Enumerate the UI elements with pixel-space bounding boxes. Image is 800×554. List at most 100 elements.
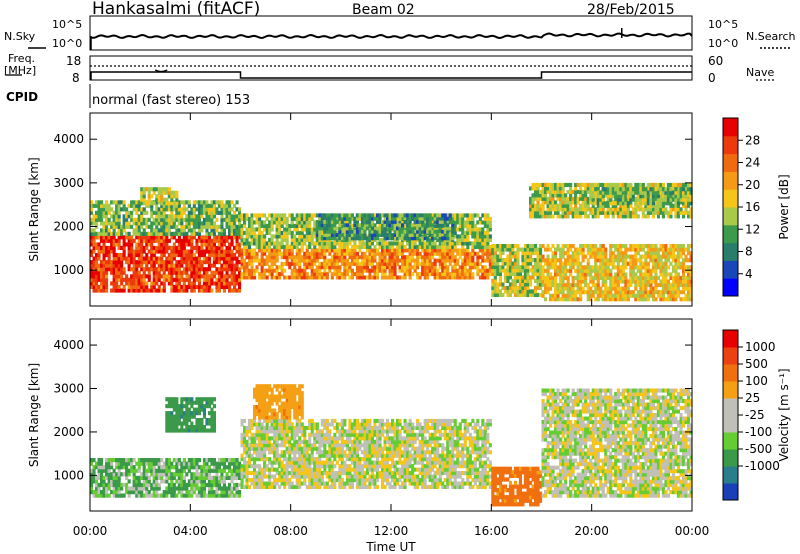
power-cell: [609, 258, 613, 263]
power-cell: [386, 227, 390, 232]
power-cell: [606, 268, 610, 273]
power-cell: [228, 200, 232, 205]
power-cell: [513, 292, 517, 297]
power-cell: [446, 233, 450, 237]
power-cell: [147, 201, 151, 206]
power-cell: [177, 281, 181, 286]
power-cell: [105, 214, 109, 219]
power-cell: [102, 288, 106, 293]
power-cell: [551, 251, 555, 256]
power-cell: [205, 210, 209, 215]
power-cell: [531, 207, 535, 212]
power-cell: [233, 231, 237, 236]
power-cell: [416, 223, 420, 228]
power-cell: [406, 241, 410, 246]
power-cell: [217, 245, 221, 250]
power-cell: [200, 238, 204, 243]
power-cell: [235, 277, 239, 282]
power-cell: [298, 265, 302, 270]
power-cell: [195, 277, 199, 282]
power-cell: [310, 227, 314, 232]
power-cell: [370, 220, 374, 224]
power-cell: [461, 268, 465, 273]
power-cell: [536, 278, 540, 283]
power-cell: [679, 297, 683, 302]
power-cell: [325, 229, 329, 234]
power-cell: [130, 224, 134, 229]
power-cell: [290, 251, 294, 256]
power-cell: [162, 284, 166, 289]
noise-panel-frame: [89, 15, 693, 51]
power-cell: [217, 288, 221, 293]
power-cell: [360, 236, 364, 241]
power-cell: [443, 223, 447, 228]
power-cell: [661, 182, 665, 187]
power-cell: [190, 214, 194, 219]
power-cell: [157, 200, 161, 205]
power-cell: [421, 241, 425, 246]
power-cell: [566, 251, 570, 256]
power-cell: [674, 197, 678, 202]
power-cell: [471, 255, 475, 260]
power-cell: [508, 265, 512, 270]
power-cell: [330, 233, 334, 237]
power-cell: [338, 251, 342, 256]
power-cell: [378, 226, 382, 231]
power-cell: [393, 237, 397, 242]
power-cell: [205, 281, 209, 286]
power-cell: [448, 244, 452, 249]
power-cell: [551, 203, 555, 208]
power-cell: [611, 286, 615, 291]
power-cell: [401, 251, 405, 256]
power-cell: [245, 234, 249, 239]
power-cell: [551, 186, 555, 191]
power-cell: [574, 290, 578, 295]
power-cell: [165, 224, 169, 229]
power-cell: [343, 226, 347, 231]
power-cell: [599, 254, 603, 259]
power-cell: [343, 236, 347, 241]
power-cell: [629, 244, 633, 249]
power-cell: [202, 221, 206, 226]
power-cell: [571, 251, 575, 256]
power-cell: [330, 223, 334, 228]
power-cell: [253, 248, 257, 253]
power-cell: [448, 255, 452, 260]
power-cell: [97, 214, 101, 219]
power-cell: [626, 290, 630, 295]
power-cell: [611, 190, 615, 195]
power-cell: [212, 224, 216, 229]
power-cell: [373, 244, 377, 249]
power-cell: [205, 224, 209, 229]
power-cell: [157, 245, 161, 250]
power-cell: [195, 284, 199, 289]
power-cell: [486, 258, 490, 263]
power-cell: [481, 230, 485, 235]
power-cell: [571, 279, 575, 284]
power-cell: [689, 265, 693, 270]
power-cell: [396, 213, 400, 218]
power-cell: [549, 214, 553, 219]
power-cell: [197, 221, 201, 226]
power-cell: [343, 244, 347, 249]
power-cell: [308, 223, 312, 228]
power-cell: [245, 244, 249, 249]
power-cell: [195, 245, 199, 250]
power-cell: [295, 255, 299, 260]
power-cell: [496, 244, 500, 249]
power-cell: [182, 253, 186, 258]
power-cell: [290, 248, 294, 253]
power-cell: [599, 272, 603, 277]
power-cell: [298, 272, 302, 277]
power-cell: [313, 261, 317, 266]
power-cell: [388, 220, 392, 224]
power-cell: [403, 272, 407, 277]
power-cell: [656, 265, 660, 270]
power-cell: [669, 297, 673, 302]
power-cell: [348, 255, 352, 260]
power-cell: [195, 238, 199, 243]
power-cell: [388, 265, 392, 270]
power-cell: [483, 234, 487, 239]
power-cell: [140, 267, 144, 272]
power-cell: [235, 217, 239, 222]
